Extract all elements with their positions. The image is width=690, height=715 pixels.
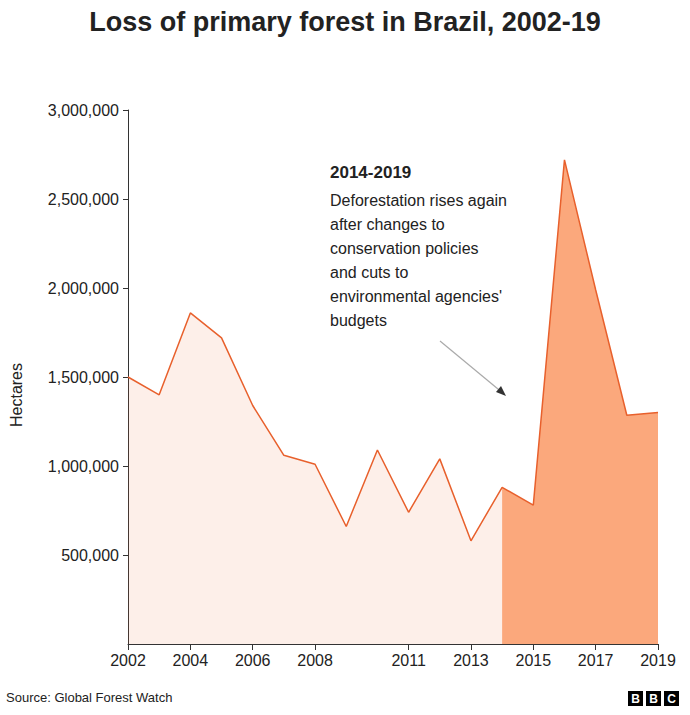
svg-text:Source: Global Forest Watch: Source: Global Forest Watch [6, 690, 172, 705]
svg-text:Hectares: Hectares [8, 363, 25, 427]
svg-text:2014-2019: 2014-2019 [330, 163, 411, 182]
svg-text:conservation policies: conservation policies [330, 240, 479, 257]
svg-text:2015: 2015 [515, 652, 551, 669]
svg-text:2006: 2006 [235, 652, 271, 669]
svg-text:after changes to: after changes to [330, 216, 445, 233]
svg-text:1,500,000: 1,500,000 [48, 369, 119, 386]
svg-text:1,000,000: 1,000,000 [48, 458, 119, 475]
svg-text:3,000,000: 3,000,000 [48, 102, 119, 119]
svg-text:500,000: 500,000 [61, 547, 119, 564]
svg-text:Loss of primary forest in Braz: Loss of primary forest in Brazil, 2002-1… [89, 7, 601, 37]
svg-text:budgets: budgets [330, 312, 387, 329]
svg-text:C: C [667, 692, 676, 706]
svg-text:2019: 2019 [640, 652, 676, 669]
svg-text:2017: 2017 [578, 652, 614, 669]
svg-text:B: B [649, 692, 658, 706]
svg-text:and cuts to: and cuts to [330, 264, 408, 281]
svg-text:B: B [631, 692, 640, 706]
svg-text:2002: 2002 [110, 652, 146, 669]
svg-text:2,000,000: 2,000,000 [48, 280, 119, 297]
svg-text:2013: 2013 [453, 652, 489, 669]
svg-text:environmental agencies': environmental agencies' [330, 288, 502, 305]
svg-text:2,500,000: 2,500,000 [48, 191, 119, 208]
svg-text:Deforestation rises again: Deforestation rises again [330, 192, 507, 209]
svg-text:2011: 2011 [391, 652, 426, 669]
svg-text:2008: 2008 [297, 652, 333, 669]
svg-text:2004: 2004 [173, 652, 209, 669]
